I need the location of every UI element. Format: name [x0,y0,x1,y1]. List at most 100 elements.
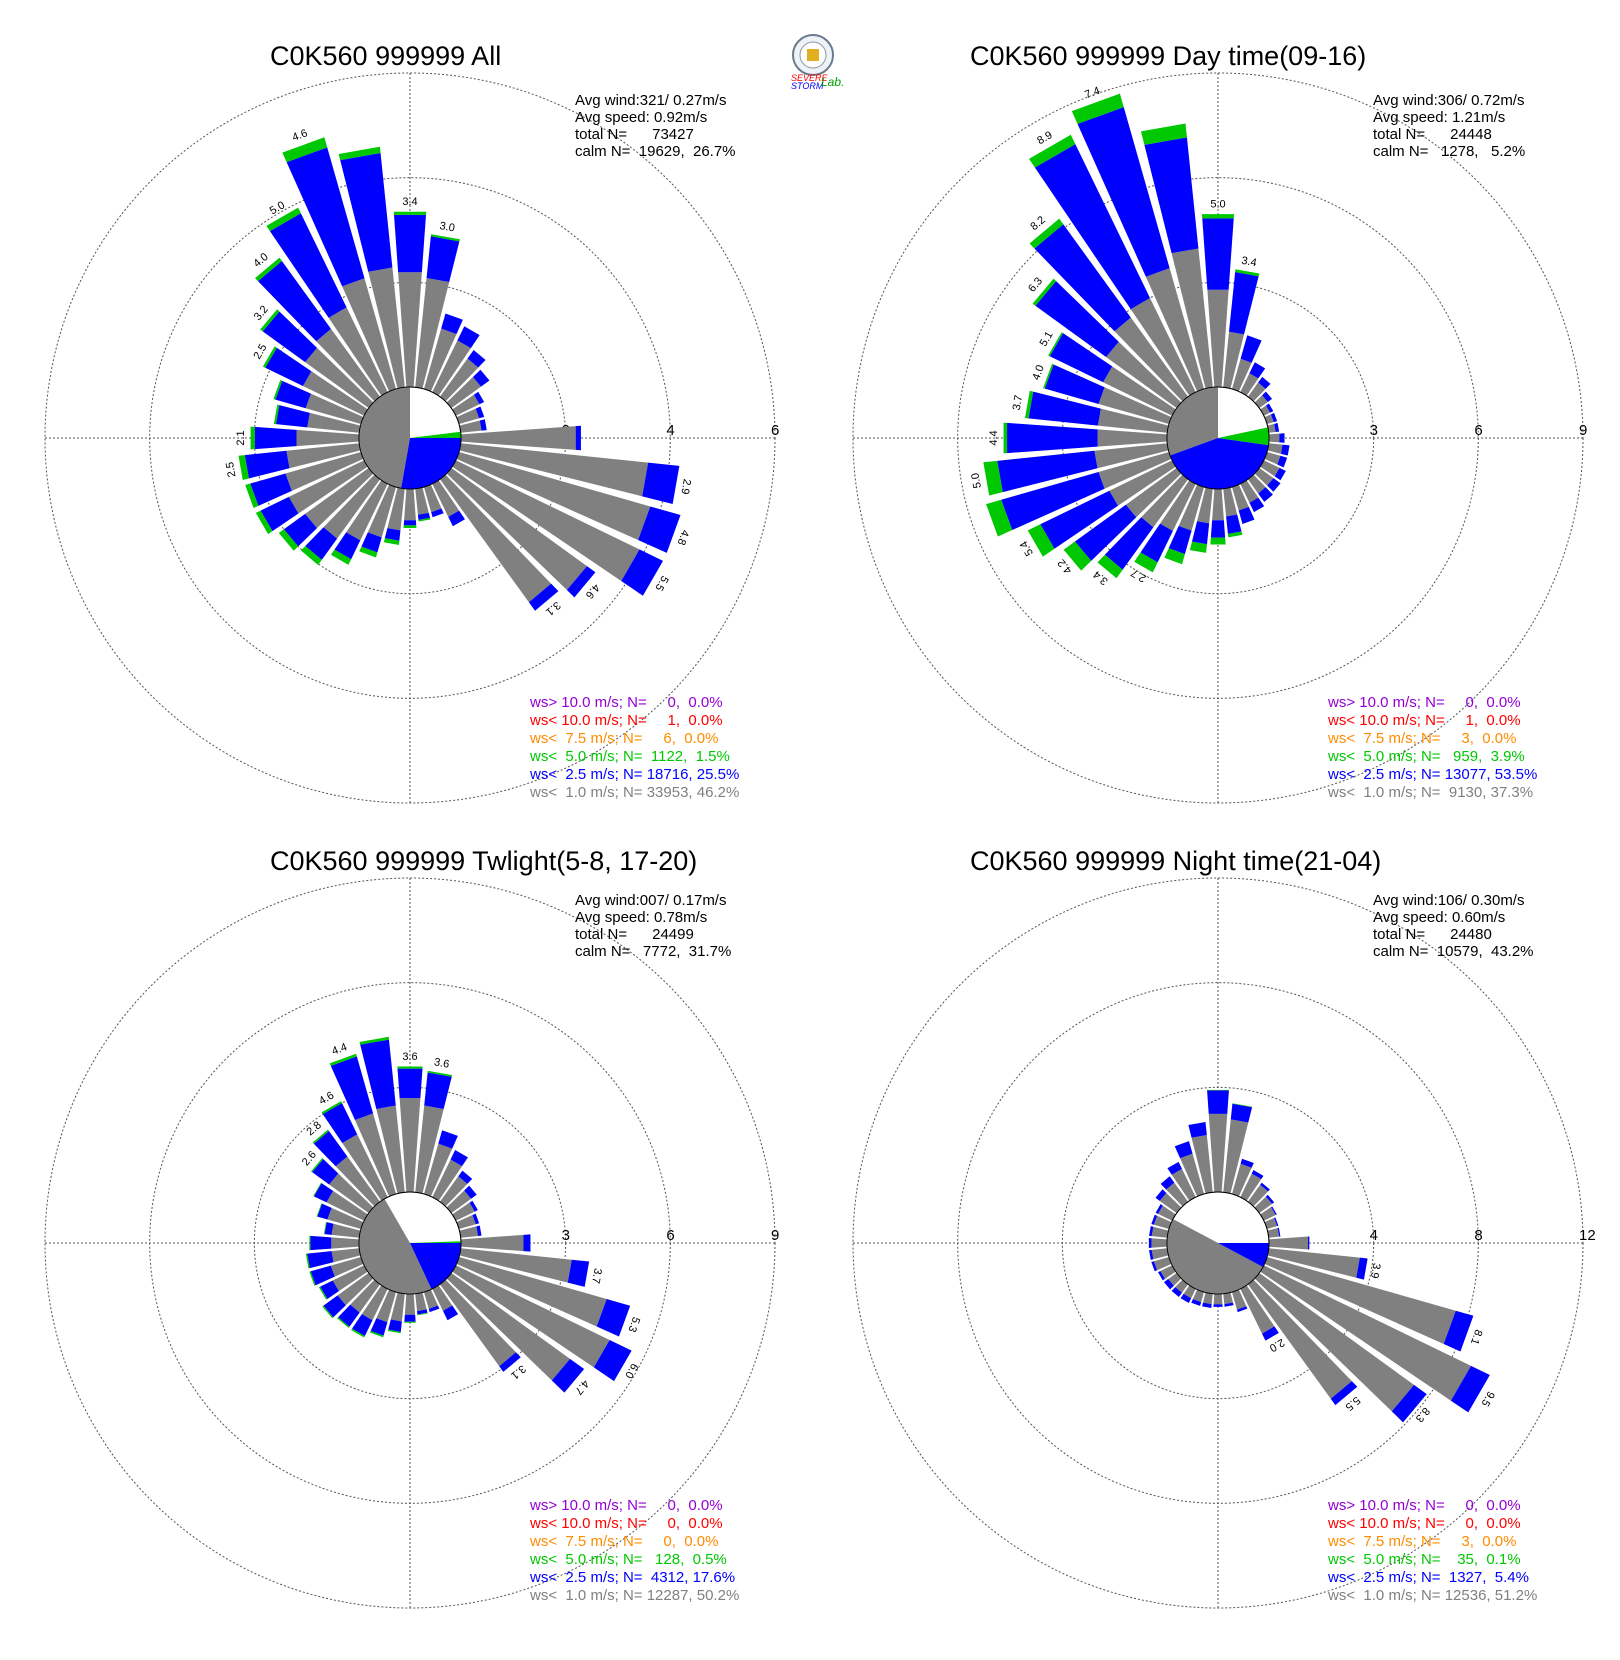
bar-segment-lt-5_0 [404,1321,416,1323]
bar-segment-lt-2_5 [1224,1302,1234,1307]
bar-segment-lt-5_0 [1029,218,1064,249]
bar-segment-calm [1153,1215,1172,1230]
bar-segment-lt-2_5 [338,1304,360,1327]
bar-segment-calm [327,1207,364,1230]
bar-segment-lt-2_5 [1191,1299,1202,1306]
bar-segment-calm [423,1289,438,1309]
bar-value-label: 4.6 [291,127,309,144]
bar-segment-lt-5_0 [305,1253,310,1269]
legend-entry: ws> 10.0 m/s; N= 0, 0.0% [529,694,723,711]
bar-segment-lt-5_0 [403,525,417,529]
bar-segment-calm [415,1105,444,1194]
bar-segment-lt-2_5 [262,311,318,363]
bar-segment-calm [1207,289,1229,388]
stats-line: Avg speed: 0.92m/s [575,109,707,126]
stats-line: Avg wind:106/ 0.30m/s [1373,892,1524,909]
bar-segment-calm [1264,414,1274,425]
bar-segment-lt-2_5 [464,1185,477,1199]
bar-segment-calm [1267,1228,1280,1238]
bar-segment-calm [354,1113,397,1197]
ring-tick-label: 8 [1474,1227,1482,1244]
bar-segment-calm [1264,451,1281,465]
bar-segment-calm [350,1279,381,1313]
bar-segment-calm [346,480,388,541]
bar-segment-lt-2_5 [499,1352,521,1372]
bar-segment-lt-5_0 [417,1312,428,1316]
bar-segment-calm [296,429,360,447]
bar-segment-lt-5_0 [313,1182,322,1197]
bar-segment-calm [1203,1292,1213,1305]
bar-segment-calm [1240,1173,1262,1201]
bar-segment-calm [1260,1207,1276,1221]
bar-segment-calm [332,1265,368,1292]
bar-segment-lt-5_0 [262,346,277,368]
stats-line: total N= 73427 [575,126,694,143]
bar-segment-calm [439,1176,468,1207]
bar-segment-lt-5_0 [245,483,259,508]
bar-segment-lt-5_0 [1207,1089,1229,1091]
bar-segment-lt-2_5 [283,513,318,547]
calm-circle-outline [1166,386,1270,490]
grid-ring [957,982,1479,1504]
ring-tick-label: 4 [666,422,674,439]
bar-segment-lt-2_5 [265,347,312,387]
calm-pie-slice-lt-1_0 [1167,387,1218,456]
legend-entry: ws< 5.0 m/s; N= 128, 0.5% [529,1551,727,1568]
bar-segment-calm [1247,382,1266,402]
bar-segment-lt-5_0 [397,1066,423,1069]
bar-segment-lt-2_5 [1207,1090,1229,1114]
bar-segment-calm [1267,443,1283,454]
bar-segment-lt-2_5 [1260,1182,1270,1192]
legend-entry: ws< 7.5 m/s; N= 3, 0.0% [1327,1533,1516,1550]
bar-segment-lt-5_0 [330,549,352,565]
bar-segment-lt-5_0 [255,510,273,535]
panel-title: C0K560 999999 Twlight(5-8, 17-20) [270,846,697,876]
bar-value-label: 5.0 [1210,199,1225,211]
bar-segment-lt-2_5 [458,1170,473,1184]
bar-segment-calm [446,1190,472,1214]
bar-segment-lt-2_5 [310,1235,332,1251]
bar-segment-lt-2_5 [340,153,393,272]
bar-segment-calm [307,412,361,433]
bar-segment-lt-5_0 [1027,524,1055,557]
legend-entry: ws< 1.0 m/s; N= 12287, 50.2% [529,1587,739,1604]
bar-segment-lt-2_5 [1077,107,1170,277]
bar-segment-lt-2_5 [1308,1236,1310,1250]
bar-segment-lt-2_5 [467,350,486,368]
legend-entry: ws< 7.5 m/s; N= 6, 0.0% [529,730,718,747]
bar-segment-lt-5_0 [1235,269,1260,277]
grid-ring [149,982,671,1504]
bar-segment-calm [456,1215,476,1230]
bar-segment-lt-2_5 [1104,517,1154,570]
ring-tick-label: 4 [1370,1227,1378,1244]
bar-segment-lt-5_0 [1029,134,1076,168]
bar-segment-lt-2_5 [397,1068,423,1099]
wind-rose-panel-2: C0K560 999999 Day time(09-16)3 6 95.03.42.… [852,41,1587,804]
bar-segment-lt-2_5 [621,549,664,596]
bar-segment-calm [367,484,397,538]
bar-segment-lt-2_5 [404,1314,416,1322]
panel-title: C0K560 999999 Day time(09-16) [970,41,1366,71]
bar-segment-lt-2_5 [1040,490,1118,549]
legend-entry: ws< 10.0 m/s; N= 1, 0.0% [1327,712,1521,729]
calm-pie-slice-lt-2_5 [1170,438,1269,489]
bar-segment-lt-5_0 [1032,278,1057,306]
bar-segment-calm [1159,1192,1182,1214]
bar-segment-lt-2_5 [384,528,401,541]
bar-segment-lt-5_0 [1189,541,1208,553]
bar-segment-lt-2_5 [1149,1249,1154,1260]
bar-segment-calm [452,1265,610,1368]
ring-tick-label: 3 [1370,422,1378,439]
bar-segment-lt-2_5 [320,1280,339,1299]
bar-segment-lt-2_5 [1279,433,1285,443]
bar-segment-calm [1268,433,1280,443]
legend-entry: ws< 2.5 m/s; N= 4312, 17.6% [529,1569,735,1586]
ring-tick-label: 6 [666,1227,674,1244]
bar-segment-lt-2_5 [1202,218,1234,290]
bar-segment-calm [1231,1163,1252,1197]
bar-segment-lt-2_5 [1270,412,1278,423]
bar-segment-lt-2_5 [305,527,338,560]
bar-segment-calm [376,1105,405,1194]
legend-entry: ws< 7.5 m/s; N= 3, 0.0% [1327,730,1516,747]
bar-segment-lt-2_5 [1144,137,1199,254]
